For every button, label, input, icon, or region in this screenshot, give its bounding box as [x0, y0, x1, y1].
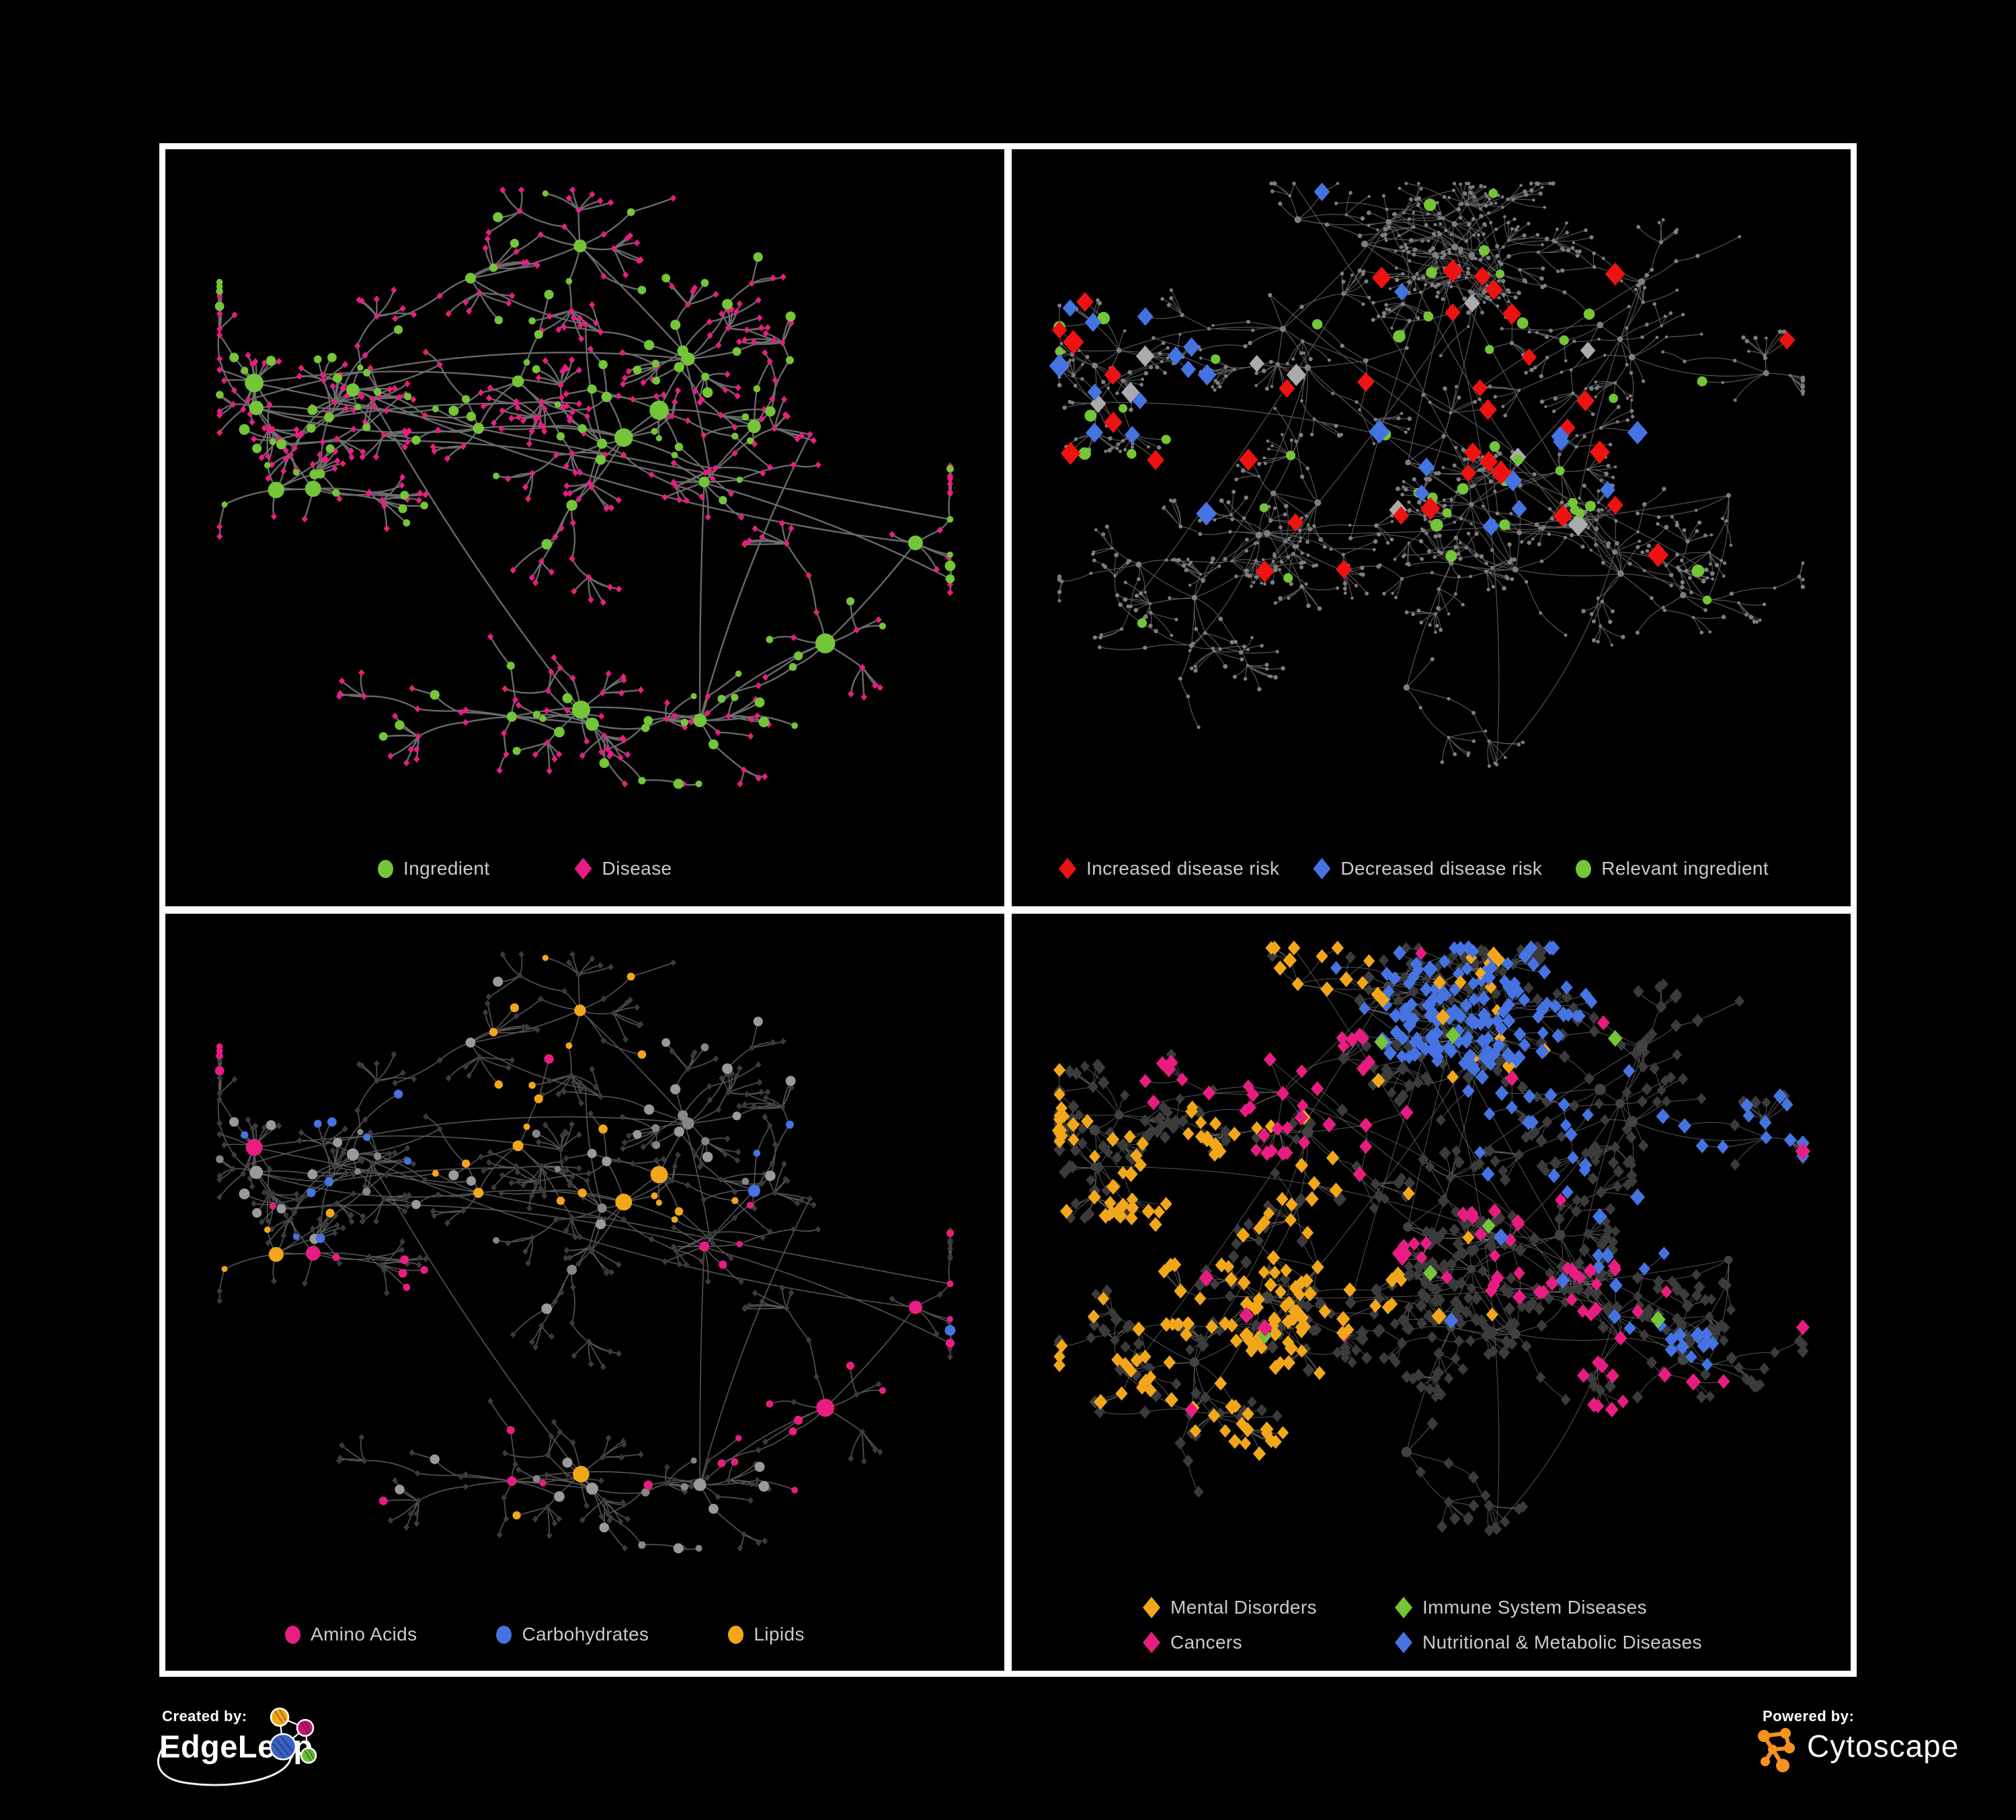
legend-label: Amino Acids — [311, 1624, 417, 1645]
legend-disease-classes: Mental Disorders Immune System Diseases … — [1143, 1597, 1702, 1653]
panel-ingredient-disease: Ingredient Disease — [165, 149, 1004, 906]
legend-disease-risk: Increased disease risk Decreased disease… — [1059, 858, 1769, 879]
relevant-ingredient-circle-icon — [1576, 859, 1592, 878]
legend-item-carbohydrates: Carbohydrates — [496, 1624, 649, 1645]
mental-disorders-diamond-icon — [1143, 1597, 1160, 1618]
legend-item-relevant-ingredient: Relevant ingredient — [1576, 858, 1769, 879]
legend-label: Nutritional & Metabolic Diseases — [1422, 1632, 1702, 1653]
decreased-risk-diamond-icon — [1313, 858, 1331, 879]
immune-diseases-diamond-icon — [1395, 1597, 1412, 1618]
legend-label: Ingredient — [403, 858, 490, 879]
carbohydrates-circle-icon — [496, 1625, 512, 1644]
network-canvas — [214, 951, 956, 1554]
network-canvas — [1051, 940, 1811, 1537]
legend-item-amino-acids: Amino Acids — [285, 1624, 417, 1645]
network-canvas — [214, 186, 956, 789]
legend-label: Immune System Diseases — [1422, 1597, 1648, 1618]
legend-label: Increased disease risk — [1086, 858, 1280, 879]
nutritional-metabolic-diamond-icon — [1395, 1632, 1412, 1653]
lipids-circle-icon — [728, 1625, 744, 1644]
legend-label: Lipids — [754, 1624, 805, 1645]
edgeleap-logo-icon — [157, 1707, 317, 1786]
created-by-label: Created by: — [162, 1708, 247, 1725]
legend-label: Cancers — [1170, 1632, 1243, 1653]
legend-item-mental-disorders: Mental Disorders — [1143, 1597, 1395, 1618]
panel-disease-classes: Mental Disorders Immune System Diseases … — [1012, 914, 1851, 1671]
panel-disease-risk: Increased disease risk Decreased disease… — [1012, 149, 1851, 906]
legend-item-increased-risk: Increased disease risk — [1059, 858, 1279, 879]
network-canvas — [1049, 181, 1806, 768]
panel-nutrient-classes: Amino Acids Carbohydrates Lipids — [165, 914, 1004, 1671]
cytoscape-logo-icon — [1758, 1728, 1795, 1772]
legend-label: Relevant ingredient — [1601, 858, 1769, 879]
legend-item-cancers: Cancers — [1143, 1632, 1395, 1653]
network-panels-grid: Ingredient Disease Increased disease ris… — [159, 143, 1857, 1677]
disease-diamond-icon — [574, 858, 592, 879]
legend-item-ingredient: Ingredient — [378, 858, 490, 879]
legend-label: Decreased disease risk — [1340, 858, 1543, 879]
cytoscape-logo-text: Cytoscape — [1807, 1729, 1960, 1764]
legend-label: Mental Disorders — [1170, 1597, 1318, 1618]
legend-label: Carbohydrates — [522, 1624, 649, 1645]
legend-item-nutritional-metabolic: Nutritional & Metabolic Diseases — [1395, 1632, 1702, 1653]
legend-item-immune-diseases: Immune System Diseases — [1395, 1597, 1702, 1618]
legend-item-disease: Disease — [574, 858, 672, 879]
legend-nutrient-classes: Amino Acids Carbohydrates Lipids — [285, 1624, 805, 1645]
legend-item-lipids: Lipids — [728, 1624, 805, 1645]
amino-acids-circle-icon — [285, 1625, 300, 1644]
legend-item-decreased-risk: Decreased disease risk — [1313, 858, 1542, 879]
legend-label: Disease — [602, 858, 672, 879]
increased-risk-diamond-icon — [1059, 858, 1076, 879]
legend-ingredient-disease: Ingredient Disease — [378, 858, 672, 879]
cancers-diamond-icon — [1143, 1632, 1160, 1653]
ingredient-circle-icon — [378, 859, 393, 878]
powered-by-label: Powered by: — [1763, 1708, 1855, 1725]
